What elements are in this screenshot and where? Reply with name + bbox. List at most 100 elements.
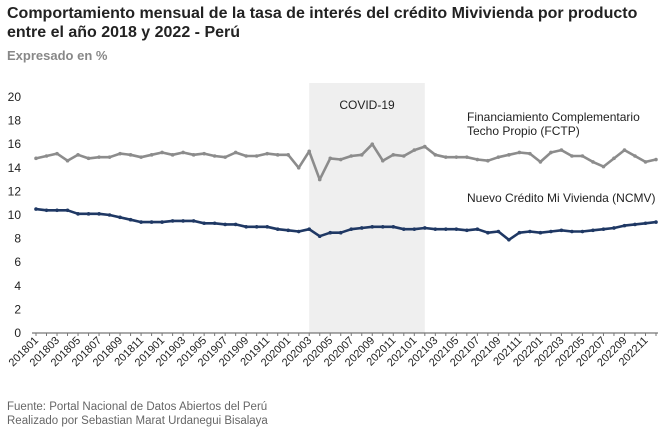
data-point (433, 153, 438, 157)
data-point (34, 207, 38, 211)
data-point (149, 220, 154, 224)
data-point (486, 158, 490, 163)
data-point (254, 154, 259, 158)
data-point (423, 226, 427, 230)
y-axis: 0 2 4 6 8 10 12 14 16 18 20 (8, 90, 22, 340)
data-point (118, 151, 122, 156)
data-point (349, 154, 354, 158)
data-point (76, 212, 80, 216)
data-point (191, 153, 196, 157)
y-tick-label: 12 (8, 184, 22, 198)
data-point (34, 156, 38, 161)
data-point (65, 208, 70, 213)
y-tick-label: 20 (8, 90, 22, 104)
data-point (244, 154, 248, 158)
data-point (475, 157, 480, 162)
data-point (391, 225, 396, 229)
data-point (349, 227, 354, 231)
data-point (338, 157, 343, 162)
data-point (44, 208, 49, 213)
y-tick-label: 14 (8, 161, 22, 175)
data-point (643, 160, 648, 164)
data-point (612, 226, 616, 230)
data-point (286, 228, 291, 233)
data-point (370, 225, 375, 229)
data-point (286, 153, 291, 157)
data-point (622, 148, 627, 152)
data-point (622, 223, 627, 228)
data-point (275, 153, 280, 157)
data-point (496, 229, 501, 234)
data-point (444, 155, 448, 159)
data-point (128, 217, 133, 222)
y-tick-label: 6 (14, 255, 21, 269)
data-point (633, 154, 637, 158)
data-point (328, 230, 333, 235)
data-point (139, 155, 143, 159)
data-point (107, 155, 112, 159)
series-fctp-label: Techo Propio (FCTP) (467, 124, 580, 138)
data-point (538, 160, 543, 164)
data-point (591, 160, 595, 164)
data-point (244, 225, 248, 229)
data-point (654, 157, 658, 162)
data-point (580, 154, 585, 158)
data-point (486, 230, 490, 235)
data-point (307, 227, 312, 231)
data-point (149, 153, 154, 157)
chart-subtitle: Expresado en % (7, 48, 108, 63)
data-point (233, 222, 238, 227)
covid-label: COVID-19 (339, 98, 395, 112)
y-tick-label: 10 (8, 208, 22, 222)
data-point (444, 227, 448, 231)
data-point (538, 230, 543, 235)
data-point (465, 228, 469, 233)
y-tick-label: 2 (14, 302, 21, 316)
data-point (507, 153, 511, 157)
data-point (465, 155, 469, 159)
data-point (139, 220, 143, 224)
data-point (401, 227, 406, 231)
series-fctp-label: Financiamiento Complementario (467, 110, 640, 124)
y-tick-label: 18 (8, 114, 22, 128)
data-point (433, 227, 438, 231)
x-axis: 2018012018032018052018072018092018112019… (7, 333, 657, 369)
data-point (359, 153, 364, 157)
data-point (254, 225, 259, 229)
data-point (107, 213, 112, 217)
data-point (580, 229, 585, 234)
data-point (601, 227, 606, 231)
data-point (612, 156, 616, 161)
series-layer (34, 142, 658, 242)
data-point (633, 222, 637, 227)
data-point (338, 230, 343, 235)
data-point (76, 153, 80, 157)
data-point (549, 229, 553, 234)
data-point (307, 149, 312, 154)
data-point (643, 221, 648, 226)
data-point (570, 229, 574, 234)
covid-shaded-region (309, 83, 425, 333)
data-point (412, 148, 417, 152)
source-note: Fuente: Portal Nacional de Datos Abierto… (7, 401, 268, 413)
data-point (423, 144, 427, 149)
y-tick-label: 4 (14, 279, 21, 293)
data-point (191, 219, 196, 223)
data-point (454, 155, 459, 159)
data-point (86, 156, 91, 161)
data-point (328, 156, 333, 161)
data-point (528, 151, 532, 156)
data-point (412, 227, 417, 231)
data-point (454, 227, 459, 231)
data-point (559, 148, 564, 152)
data-point (128, 153, 133, 157)
data-point (223, 155, 227, 159)
data-point (317, 234, 322, 239)
data-point (370, 142, 375, 146)
chart-title: Comportamiento mensual de la tasa de int… (7, 5, 638, 41)
data-point (233, 150, 238, 155)
series-ncmv-label: Nuevo Crédito Mi Vivienda (NCMV) (467, 191, 656, 205)
data-point (212, 221, 217, 226)
